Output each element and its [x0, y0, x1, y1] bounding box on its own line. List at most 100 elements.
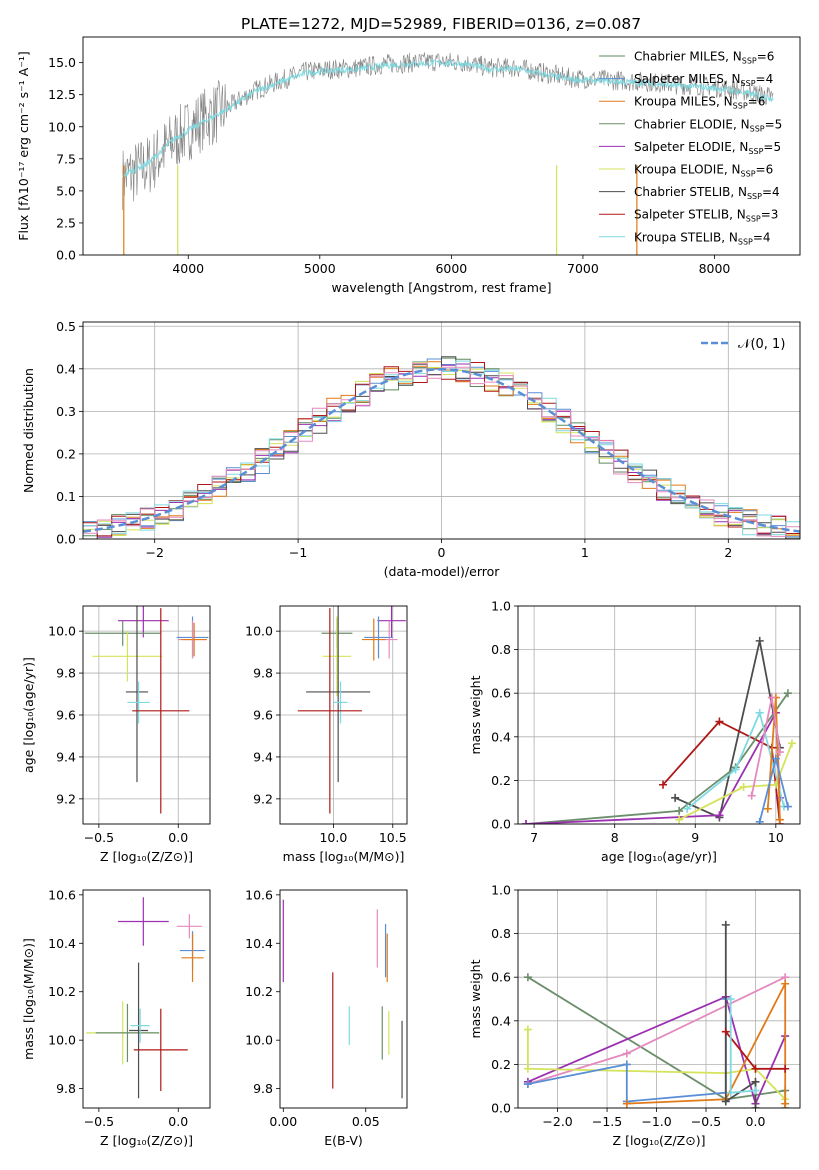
y-tick-label: 9.2 — [56, 791, 76, 806]
legend-label: 𝒩(0, 1) — [738, 337, 785, 352]
weight-series-line — [526, 709, 781, 824]
y-tick-label: 10.4 — [245, 936, 273, 951]
y-tick-label: 0.2 — [491, 1057, 511, 1072]
y-axis-label: mass [log₁₀(M/M⊙)] — [21, 938, 36, 1060]
weight-marker — [622, 1049, 631, 1058]
y-tick-label: 10.6 — [48, 887, 76, 902]
weight-marker — [767, 693, 776, 702]
y-tick-label: 15.0 — [48, 55, 76, 70]
x-tick-label: 8000 — [699, 261, 731, 276]
y-tick-label: 2.5 — [56, 215, 76, 230]
weight-marker — [671, 793, 680, 802]
legend-tail: =3 — [761, 208, 779, 222]
x-axis-label: Z [log₁₀(Z/Z⊙)] — [100, 849, 193, 864]
y-tick-label: 0.2 — [491, 773, 511, 788]
legend-tail: =4 — [753, 230, 771, 244]
axes-frame — [82, 605, 211, 825]
legend-tail: =5 — [763, 140, 781, 154]
x-tick-label: −0.5 — [84, 830, 114, 845]
weight-series-line — [729, 999, 756, 1094]
axes-frame — [82, 321, 801, 540]
y-tick-label: 10.0 — [48, 119, 76, 134]
x-tick-label: 2 — [724, 545, 732, 560]
weight-marker — [739, 782, 748, 791]
mass_vs_Z-plot-area — [86, 897, 206, 1099]
y-axis-label: Flux [fλ10⁻¹⁷ erg cm⁻² s⁻¹ A⁻¹] — [16, 51, 31, 240]
weight-marker — [523, 1080, 532, 1089]
weight-marker — [721, 1097, 730, 1106]
axes-frame — [517, 889, 801, 1109]
y-tick-label: 5.0 — [56, 183, 76, 198]
legend-label: Chabrier STELIB, NSSP=4 — [634, 185, 780, 201]
y-tick-label: 0.0 — [491, 1101, 511, 1116]
weight-marker — [675, 815, 684, 824]
x-tick-label: 10.0 — [319, 830, 347, 845]
legend-label: Kroupa ELODIE, NSSP=6 — [634, 163, 773, 179]
weight-marker — [781, 1064, 790, 1073]
legend-tail: =4 — [762, 185, 780, 199]
axes-frame — [82, 36, 801, 256]
weight-marker — [783, 689, 792, 698]
y-tick-label: 10.0 — [245, 624, 273, 639]
weight-marker — [721, 920, 730, 929]
legend-subscript: SSP — [741, 170, 756, 179]
y-tick-label: 0.3 — [56, 404, 76, 419]
x-tick-label: −1 — [289, 545, 307, 560]
y-tick-label: 10.6 — [245, 887, 273, 902]
legend-label: Chabrier ELODIE, NSSP=5 — [634, 117, 782, 133]
y-tick-label: 9.2 — [253, 791, 273, 806]
y-axis-label: mass weight — [468, 959, 483, 1038]
mass_vs_ebv-panel: 0.00 0.05 9.8 10.0 10.2 10.4 10.6 E(B-V) — [245, 887, 408, 1148]
legend-subscript: SSP — [738, 237, 753, 246]
x-tick-label: 0.05 — [352, 1114, 380, 1129]
y-tick-label: 9.4 — [56, 749, 76, 764]
y-axis-label: Normed distribution — [21, 368, 36, 493]
x-tick-label: 7 — [530, 830, 538, 845]
y-tick-label: 9.8 — [253, 1081, 273, 1096]
y-tick-label: 0.4 — [491, 1013, 511, 1028]
y-tick-label: 12.5 — [48, 87, 76, 102]
x-tick-label: −1.0 — [641, 1114, 671, 1129]
legend-subscript: SSP — [742, 57, 757, 66]
y-tick-label: 7.5 — [56, 151, 76, 166]
weight-marker — [781, 979, 790, 988]
legend-subscript: SSP — [750, 124, 765, 133]
y-tick-label: 0.2 — [56, 446, 76, 461]
weight-marker — [783, 802, 792, 811]
weight-marker — [522, 820, 531, 824]
residual-histogram — [83, 356, 800, 539]
x-tick-label: −2.0 — [542, 1114, 572, 1129]
weight_vs_age-plot-area — [522, 636, 796, 824]
weight-marker — [726, 995, 735, 1003]
weight-marker — [523, 1025, 532, 1034]
x-tick-label: 9 — [691, 830, 699, 845]
x-tick-label: 7000 — [567, 261, 599, 276]
mass_vs_ebv-plot-area — [282, 899, 403, 1099]
weight-marker — [731, 765, 740, 774]
y-tick-label: 9.6 — [56, 708, 76, 723]
y-tick-label: 1.0 — [491, 883, 511, 898]
weight-marker — [751, 1064, 760, 1073]
axes-frame — [82, 889, 211, 1109]
age_vs_mass-plot-area — [297, 606, 406, 814]
weight-marker — [721, 1027, 730, 1036]
x-tick-label: 0.0 — [168, 1114, 188, 1129]
y-tick-label: 0.6 — [491, 970, 511, 985]
legend-label: Salpeter STELIB, NSSP=3 — [634, 208, 778, 224]
residuals-plot-area — [83, 356, 800, 539]
x-axis-label: wavelength [Angstrom, rest frame] — [331, 280, 551, 295]
legend-label: Kroupa STELIB, NSSP=4 — [634, 230, 771, 246]
x-axis-label: mass [log₁₀(M/M⊙)] — [283, 849, 405, 864]
x-tick-label: 8 — [611, 830, 619, 845]
legend-tail: =6 — [757, 50, 775, 64]
legend-label: Kroupa MILES, NSSP=6 — [634, 95, 765, 111]
y-tick-label: 1.0 — [491, 599, 511, 614]
axes-frame — [279, 605, 408, 825]
y-tick-label: 9.4 — [253, 749, 273, 764]
y-tick-label: 0.4 — [491, 729, 511, 744]
weight-marker — [775, 815, 784, 824]
legend-subscript: SSP — [733, 102, 748, 111]
weight-series-line — [526, 692, 789, 824]
legend-subscript: SSP — [746, 215, 761, 224]
weight-marker — [715, 717, 724, 726]
